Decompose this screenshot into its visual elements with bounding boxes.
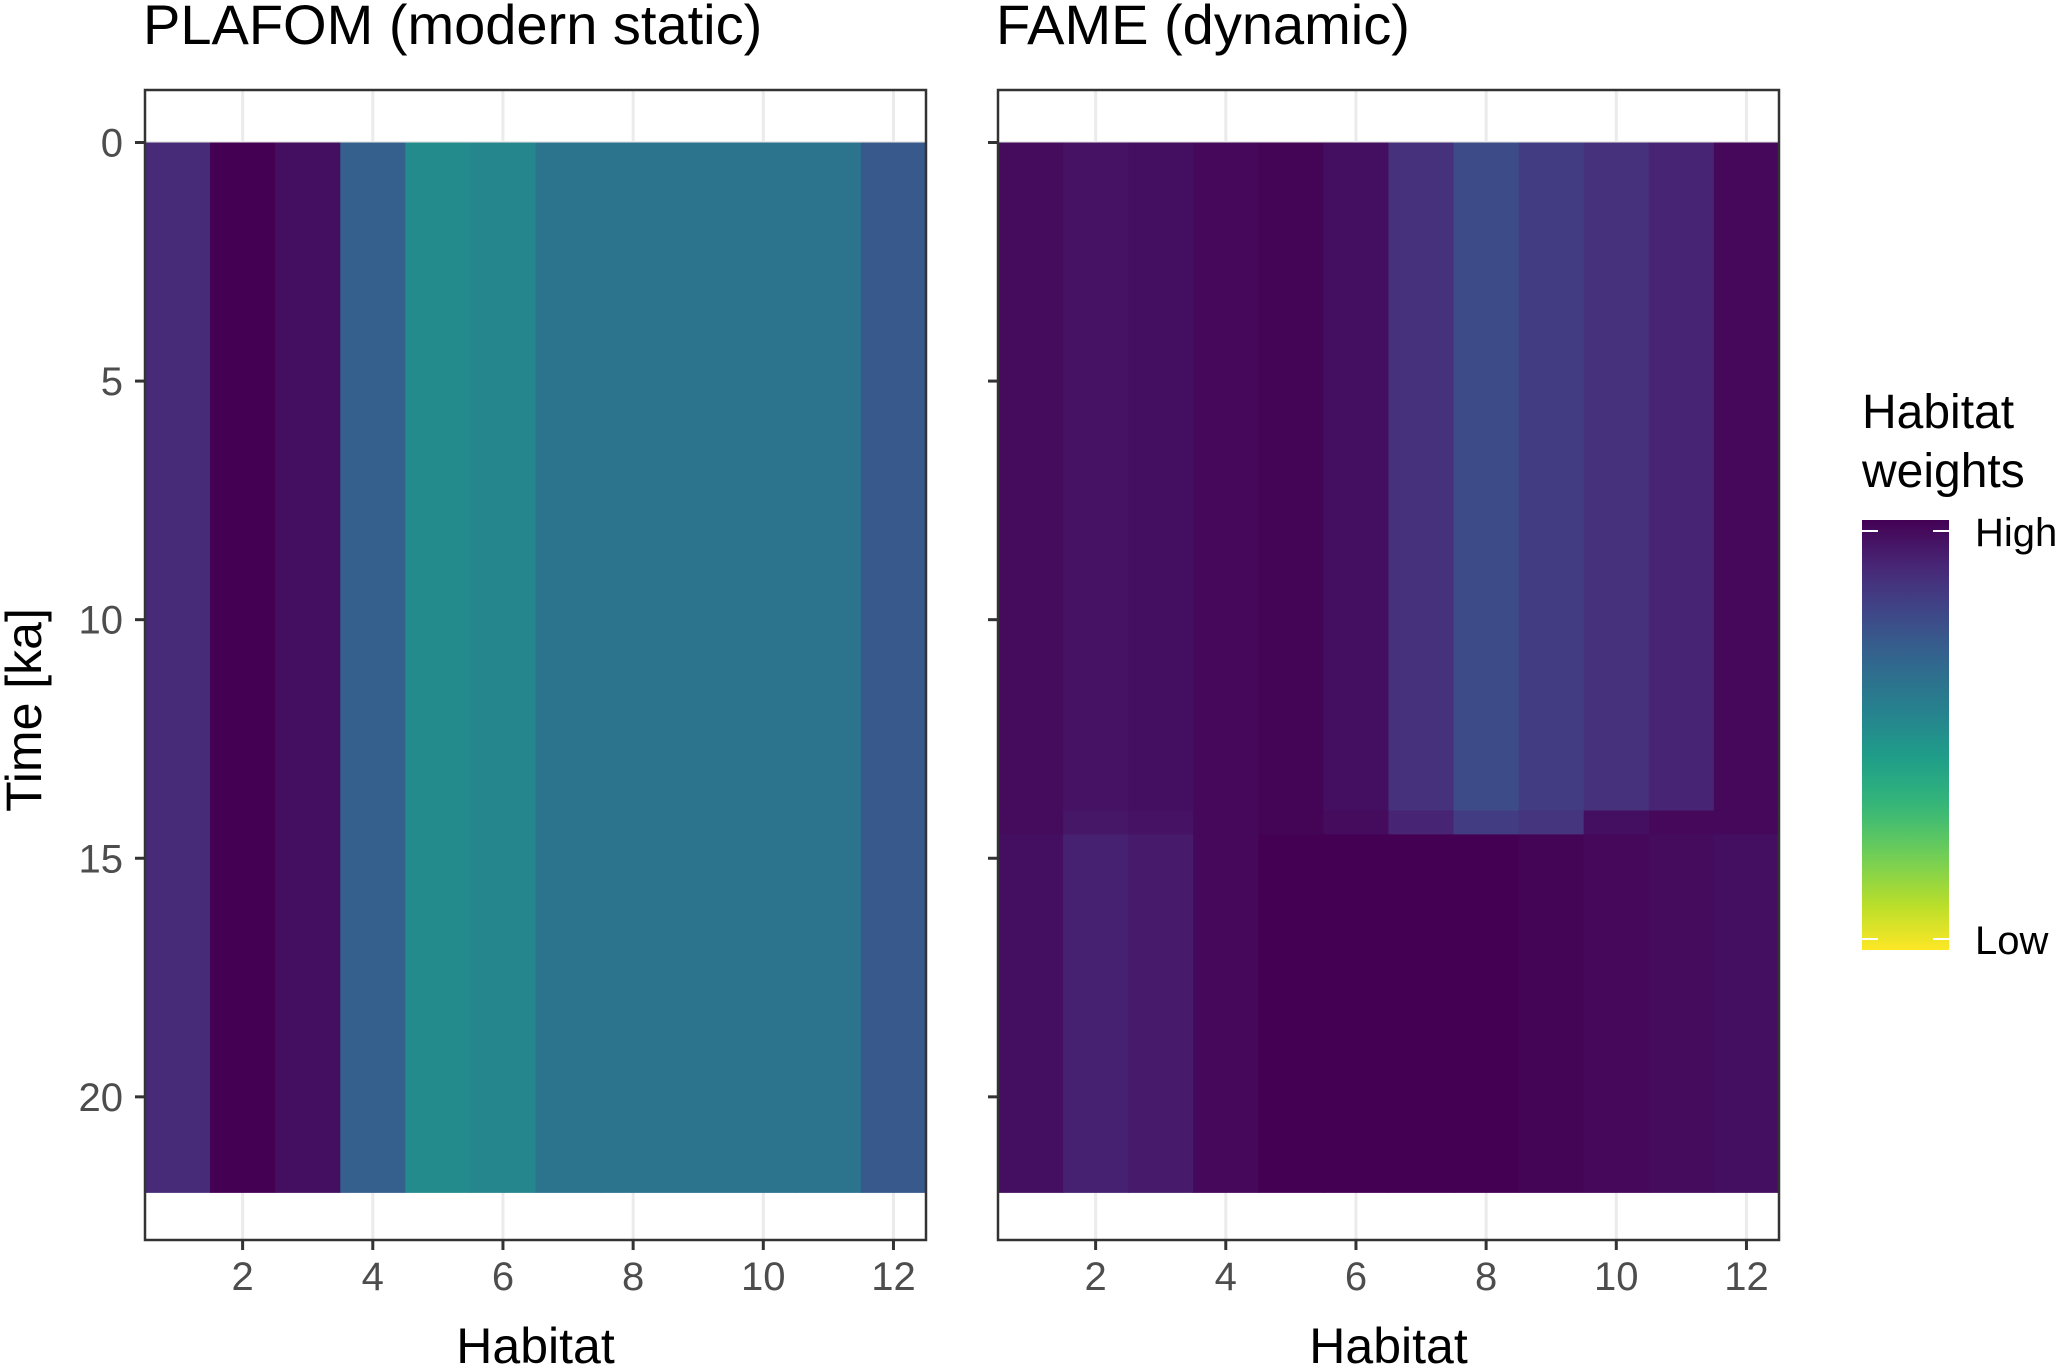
- heatmap-cell: [1258, 810, 1325, 835]
- panel-fame-y-axis: [988, 140, 998, 1099]
- panel-plafom-heatmap: [145, 142, 927, 1193]
- x-tick-label: 8: [1475, 1255, 1497, 1299]
- legend-title-line2: weights: [1861, 445, 2025, 498]
- heatmap-cell: [730, 142, 797, 1193]
- x-axis-title-fame: Habitat: [1309, 1318, 1468, 1371]
- x-tick-label: 8: [622, 1255, 644, 1299]
- heatmap-cell: [470, 142, 537, 1193]
- x-tick-label: 4: [1215, 1255, 1237, 1299]
- legend-label-low: Low: [1975, 919, 2048, 963]
- legend-label-high: High: [1975, 511, 2057, 555]
- x-tick-label: 2: [232, 1255, 254, 1299]
- heatmap-cell: [665, 142, 732, 1193]
- panel-fame-heatmap: [998, 142, 1780, 1193]
- heatmap-cell: [1518, 834, 1585, 1193]
- y-tick-label: 15: [79, 837, 124, 881]
- panel-fame-x-axis: 2 4 6 8 10 12: [1085, 1240, 1769, 1299]
- heatmap-cell: [1713, 834, 1780, 1193]
- heatmap-cell: [1063, 810, 1129, 835]
- y-tick-label: 0: [101, 121, 123, 165]
- heatmap-cell: [340, 142, 406, 1193]
- heatmap-cell: [1388, 810, 1455, 835]
- heatmap-cell: [998, 834, 1064, 1193]
- panel-title-fame: FAME (dynamic): [996, 0, 1410, 56]
- heatmap-cell: [1583, 834, 1650, 1193]
- panel-fame: FAME (dynamic) 2 4 6 8 10 12 Habitat: [988, 0, 1781, 1371]
- heatmap-cell: [1258, 834, 1325, 1193]
- heatmap-cell: [1713, 142, 1780, 812]
- panel-plafom-x-axis: 2 4 6 8 10 12: [232, 1240, 916, 1299]
- heatmap-cell: [1648, 810, 1715, 835]
- heatmap-cell: [1128, 834, 1194, 1193]
- heatmap-cell: [1193, 142, 1259, 812]
- heatmap-cell: [1453, 142, 1520, 812]
- heatmap-cell: [1583, 810, 1650, 835]
- y-tick-label: 5: [101, 360, 123, 404]
- x-tick-label: 4: [362, 1255, 384, 1299]
- legend-colorbar: [1862, 520, 1949, 950]
- heatmap-cell: [1323, 810, 1390, 835]
- heatmap-cell: [1713, 810, 1780, 835]
- heatmap-cell: [998, 810, 1064, 835]
- panel-plafom-y-axis: 0 5 10 15 20: [79, 121, 145, 1120]
- heatmap-cell: [1128, 142, 1194, 812]
- legend-title-line1: Habitat: [1862, 386, 2014, 439]
- heatmap-cell: [1518, 142, 1585, 812]
- panel-plafom: PLAFOM (modern static) 2 4 6 8 10 12 0 5 10 15 20…: [0, 0, 928, 1371]
- heatmap-cell: [1583, 142, 1650, 812]
- x-axis-title-plafom: Habitat: [456, 1318, 615, 1371]
- y-axis-title: Time [ka]: [0, 608, 52, 812]
- y-tick-label: 20: [79, 1076, 124, 1120]
- heatmap-cell: [1323, 142, 1390, 812]
- panel-plafom-border: [143, 88, 928, 1242]
- heatmap-cell: [275, 142, 341, 1193]
- heatmap-cell: [145, 142, 211, 1193]
- x-tick-label: 2: [1085, 1255, 1107, 1299]
- heatmap-cell: [1258, 142, 1325, 812]
- heatmap-cell: [1323, 834, 1390, 1193]
- y-tick-label: 10: [79, 599, 124, 643]
- heatmap-cell: [1453, 810, 1520, 835]
- x-tick-label: 6: [492, 1255, 514, 1299]
- heatmap-cell: [600, 142, 667, 1193]
- heatmap-cell: [998, 142, 1064, 812]
- heatmap-cell: [1648, 834, 1715, 1193]
- heatmap-cell: [860, 142, 927, 1193]
- heatmap-cell: [1063, 142, 1129, 812]
- heatmap-cell: [1193, 834, 1259, 1193]
- heatmap-cell: [1518, 810, 1585, 835]
- heatmap-cell: [1193, 810, 1259, 835]
- heatmap-cell: [1388, 834, 1455, 1193]
- heatmap-cell: [1453, 834, 1520, 1193]
- heatmap-cell: [1063, 834, 1129, 1193]
- heatmap-cell: [1128, 810, 1194, 835]
- heatmap-cell: [210, 142, 276, 1193]
- panel-fame-border: [996, 88, 1781, 1242]
- x-tick-label: 12: [1724, 1255, 1769, 1299]
- x-tick-label: 10: [741, 1255, 786, 1299]
- legend: Habitat weights High Low: [1861, 386, 2057, 963]
- x-tick-label: 12: [871, 1255, 916, 1299]
- heatmap-cell: [1388, 142, 1455, 812]
- x-tick-label: 6: [1345, 1255, 1367, 1299]
- x-tick-label: 10: [1594, 1255, 1639, 1299]
- heatmap-cell: [405, 142, 472, 1193]
- heatmap-cell: [1648, 142, 1715, 812]
- heatmap-cell: [535, 142, 602, 1193]
- heatmap-cell: [795, 142, 862, 1193]
- panel-title-plafom: PLAFOM (modern static): [143, 0, 762, 56]
